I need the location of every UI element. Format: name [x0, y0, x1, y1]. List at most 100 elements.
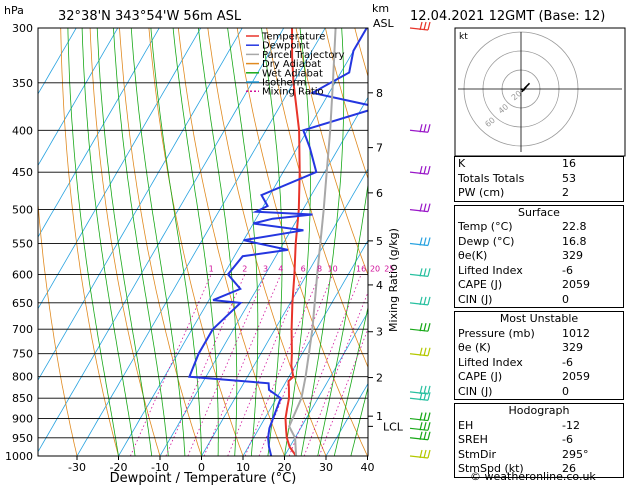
series-parcel-trajectory-line — [288, 28, 337, 456]
most-unstable-box: Most Unstable Pressure (mb) 1012 θe (K) 329… — [454, 311, 624, 400]
stat-label: Dewp (°C) — [458, 234, 515, 248]
wind-barb-feather — [427, 347, 431, 356]
wind-barb-staff — [409, 427, 429, 431]
isotherm-line — [325, 382, 368, 456]
wind-barb-feather — [423, 449, 427, 459]
x-tick-label: -10 — [151, 461, 169, 474]
stat-label: θe (K) — [458, 341, 491, 354]
wet-adiabat-line — [81, 28, 136, 456]
mixing-ratio-label: 20 — [370, 264, 380, 273]
km-tick-label: 8 — [376, 87, 383, 100]
km-tick-label: 7 — [376, 142, 383, 155]
wind-barb-feather — [427, 323, 431, 332]
stat-row: StmDir 295° — [455, 448, 623, 463]
mixing-ratio-axis-title: Mixing Ratio (g/kg) — [387, 228, 400, 332]
wind-barb-feather — [423, 422, 427, 431]
wind-barb-staff — [409, 242, 429, 247]
plot-frame — [37, 27, 369, 457]
pressure-tick-label: 900 — [12, 413, 33, 426]
series-dewpoint-line — [187, 28, 368, 456]
footer-credit: © weatheronline.co.uk — [470, 470, 596, 483]
stat-label: Lifted Index — [458, 355, 523, 369]
stat-value: 0 — [562, 292, 569, 306]
x-tick-label: 30 — [319, 461, 333, 474]
mixing-ratio-label: 6 — [301, 264, 306, 273]
mixing-ratio-label: 2 — [242, 264, 247, 273]
pressure-tick-label: 550 — [12, 237, 33, 250]
hodograph-trace — [520, 82, 531, 93]
wind-barb-feather — [427, 21, 431, 31]
wind-barb-feather — [419, 323, 423, 332]
stat-value: 16.8 — [562, 234, 587, 248]
stat-row: Lifted Index -6 — [455, 356, 623, 371]
stat-label: Totals Totals — [458, 171, 525, 185]
stat-row: CIN (J) 0 — [455, 293, 623, 308]
wind-barb-staff — [409, 273, 429, 278]
wind-barb-feather — [423, 385, 427, 395]
legend-entry: Isotherm — [262, 78, 306, 89]
surface-box: Surface Temp (°C) 22.8 Dewp (°C) 16.8 θe(K) 3… — [454, 204, 624, 308]
wind-barb-feather — [427, 165, 431, 175]
wind-barb-staff — [409, 302, 429, 306]
x-tick-label: 20 — [278, 461, 292, 474]
mixing-ratio-label: 10 — [328, 264, 338, 273]
wind-barb-feather — [419, 268, 423, 277]
wind-barb-staff — [409, 208, 429, 213]
stat-label: StmSpd (kt) — [458, 462, 524, 475]
wind-barb-feather — [419, 385, 423, 395]
stat-value: 2 — [562, 186, 569, 199]
wind-barb-feather — [423, 323, 427, 332]
wind-barb — [409, 431, 431, 441]
wind-barb-feather — [423, 412, 427, 421]
stat-label: CIN (J) — [458, 384, 493, 398]
dry-adiabat-line — [60, 28, 119, 456]
stat-label: Pressure (mb) — [458, 326, 535, 340]
dry-adiabat-line — [295, 28, 368, 276]
mixing-ratio-line — [203, 274, 282, 456]
pressure-tick-label: 500 — [12, 204, 33, 217]
pressure-tick-label: 650 — [12, 297, 33, 310]
wind-barb — [409, 268, 431, 278]
x-axis-title: Dewpoint / Temperature (°C) — [110, 471, 297, 486]
mixing-ratio-label: 1 — [209, 264, 214, 273]
wind-barb — [409, 449, 431, 459]
stats-panel: K 16 Totals Totals 53 PW (cm) 2 Surface Temp … — [454, 156, 624, 481]
stat-label: CAPE (J) — [458, 278, 503, 291]
stat-value: 22.8 — [562, 220, 587, 233]
wind-barb-feather — [423, 165, 427, 175]
wind-barb-feather — [419, 237, 423, 246]
legend-entry: Dry Adiabat — [262, 59, 321, 70]
wind-barb-feather — [427, 431, 431, 440]
wind-barb-staff — [409, 437, 429, 441]
mixing-ratio-line — [288, 274, 362, 456]
hodograph-unit-label: kt — [459, 32, 468, 42]
stat-value: -6 — [562, 263, 573, 277]
wind-barb-feather — [423, 296, 427, 306]
mixing-ratio-line — [244, 274, 320, 456]
wind-barb-staff — [409, 397, 429, 401]
stat-label: StmDir — [458, 447, 497, 461]
stat-row: Lifted Index -6 — [455, 264, 623, 279]
stat-row: PW (cm) 2 — [455, 186, 623, 201]
km-tick-label: 4 — [376, 279, 383, 292]
wind-barb — [409, 237, 431, 247]
stat-label: Lifted Index — [458, 263, 523, 277]
wind-barb-feather — [419, 203, 423, 212]
legend-entry: Dewpoint — [262, 41, 310, 52]
pressure-unit-label: hPa — [4, 4, 24, 17]
hodograph-stats-box: Hodograph EH -12 SREH -6 StmDir 295° StmSpd (k… — [454, 403, 624, 478]
isotherm-line — [38, 28, 119, 167]
km-tick-label: 3 — [376, 326, 383, 339]
wet-adiabat-line — [350, 385, 368, 456]
wet-adiabat-line — [172, 28, 219, 456]
mixing-ratio-label: 16 — [356, 264, 366, 273]
wet-adiabat-line — [150, 28, 202, 456]
wind-barb-feather — [423, 347, 427, 356]
mixing-ratio-line — [165, 274, 246, 456]
wind-barb — [409, 412, 431, 422]
stat-label: CAPE (J) — [458, 370, 503, 383]
wind-barb — [409, 296, 431, 306]
stat-row: θe(K) 329 — [455, 249, 623, 264]
wet-adiabat-line — [333, 305, 368, 456]
